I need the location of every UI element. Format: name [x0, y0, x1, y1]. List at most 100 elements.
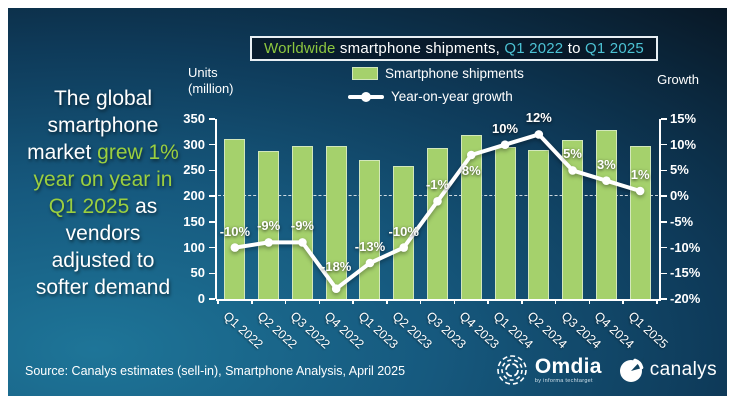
bar-q2-2022 [258, 151, 280, 299]
growth-label: 3% [596, 156, 616, 172]
growth-label: -9% [290, 218, 314, 234]
omdia-subtext: by informa techtarget [534, 377, 593, 384]
line-marker-icon [348, 91, 384, 103]
headline-line: The global [12, 85, 194, 112]
growth-label: 8% [461, 163, 481, 178]
omdia-logo: Omdia by informa techtarget [496, 354, 602, 386]
headline-line: softer demand [12, 274, 194, 301]
right-axis-tick [661, 221, 667, 223]
headline-text-part: softer demand [35, 276, 171, 299]
headline-text-part: market [27, 141, 98, 164]
legend-item-shipments: Smartphone shipments [352, 66, 524, 81]
right-axis-line [659, 119, 661, 299]
left-axis-line [215, 119, 217, 299]
headline-text-part: adjusted to [51, 249, 155, 272]
legend-item-growth: Year-on-year growth [348, 89, 513, 104]
category-tick [656, 299, 658, 304]
right-axis-ticklabel: -15% [670, 265, 701, 281]
right-axis-tick [661, 298, 667, 300]
chart-title-box: Worldwide smartphone shipments, Q1 2022 … [250, 36, 658, 61]
left-axis-tick [209, 298, 215, 300]
bar-q4-2024 [595, 130, 617, 299]
bar-q2-2024 [528, 150, 550, 299]
bar-q4-2023 [460, 134, 482, 299]
right-axis-ticklabel: -10% [670, 239, 701, 255]
right-axis-tick [661, 195, 667, 197]
canalys-wordmark: canalys [649, 359, 717, 380]
left-axis-tick [209, 118, 215, 120]
left-axis-ticklabel: 150 [183, 213, 205, 229]
canalys-logo: canalys [618, 357, 717, 383]
headline-line: year on year in [12, 166, 194, 193]
growth-label: -9% [257, 218, 281, 234]
bar-q3-2022 [291, 145, 313, 299]
headline-highlight: year on year in [33, 168, 173, 191]
left-axis-ticklabel: 50 [190, 265, 205, 281]
right-axis-ticklabel: 10% [670, 136, 697, 152]
bar-q3-2023 [426, 147, 448, 299]
growth-label: 12% [525, 110, 552, 126]
omdia-rings-icon [497, 355, 527, 385]
headline-text: The global smartphone market grew 1% year o… [12, 85, 194, 301]
legend-shipments-label: Smartphone shipments [385, 66, 524, 81]
growth-label: -1% [425, 177, 450, 193]
left-axis-tick [209, 272, 215, 275]
headline-line: smartphone [12, 112, 194, 139]
headline-text-part: as [129, 195, 158, 218]
left-axis-tick [209, 221, 215, 223]
headline-line: Q1 2025 as [12, 193, 194, 220]
headline-highlight: Q1 2025 [48, 195, 130, 218]
left-axis-title: Units (million) [188, 65, 234, 96]
growth-line-chart [230, 130, 645, 294]
bar-q3-2024 [562, 139, 584, 299]
right-axis-ticklabel: -5% [670, 213, 694, 229]
category-tick [217, 299, 219, 304]
headline-text-part: The global [53, 87, 153, 110]
title-part-start-quarter: Q1 2022 [504, 40, 564, 57]
category-tick [588, 299, 591, 304]
category-tick [284, 299, 287, 304]
headline-text-part: smartphone [47, 114, 159, 137]
bar-q1-2023 [359, 160, 381, 299]
category-tick [453, 299, 456, 304]
growth-label: 10% [492, 120, 519, 136]
bottom-axis-line [216, 299, 661, 301]
headline-line: market grew 1% [12, 139, 194, 166]
right-axis-ticklabel: 15% [670, 111, 697, 126]
right-axis-tick [661, 272, 667, 275]
left-axis-tick [209, 169, 215, 172]
growth-label: -18% [321, 258, 352, 274]
headline-highlight: grew 1% [97, 141, 179, 164]
growth-label: -10% [219, 223, 251, 239]
title-part-to: to [563, 40, 586, 57]
left-axis-ticklabel: 200 [183, 188, 205, 204]
growth-label: 5% [563, 146, 582, 162]
growth-label: -10% [388, 223, 419, 239]
title-part-worldwide: Worldwide [264, 40, 340, 57]
headline-line: adjusted to [12, 247, 194, 274]
omdia-wordmark: Omdia [534, 354, 602, 378]
bars-container [218, 119, 657, 299]
left-axis-ticklabel: 0 [197, 291, 205, 306]
right-axis-ticklabel: -20% [670, 291, 701, 306]
title-part-end-quarter: Q1 2025 [585, 40, 644, 57]
right-axis-tick [661, 143, 667, 146]
headline-line: vendors [12, 220, 194, 247]
growth-label: 1% [630, 167, 650, 182]
left-axis-ticklabel: 350 [183, 111, 205, 126]
right-axis-tick [661, 118, 667, 120]
right-axis-tick [661, 169, 667, 172]
bar-q4-2022 [325, 146, 347, 299]
category-tick [419, 299, 422, 304]
category-tick [352, 299, 354, 304]
canalys-swoosh-icon [619, 357, 644, 382]
left-axis-ticklabel: 300 [183, 136, 205, 152]
headline-text-part: vendors [65, 222, 141, 245]
left-axis-tick [209, 143, 215, 146]
category-tick [386, 299, 388, 304]
left-axis-ticklabel: 250 [183, 162, 205, 178]
right-axis-ticklabel: 5% [670, 162, 689, 178]
chart-canvas: The global smartphone market grew 1% year o… [8, 8, 727, 396]
category-tick [622, 299, 624, 304]
